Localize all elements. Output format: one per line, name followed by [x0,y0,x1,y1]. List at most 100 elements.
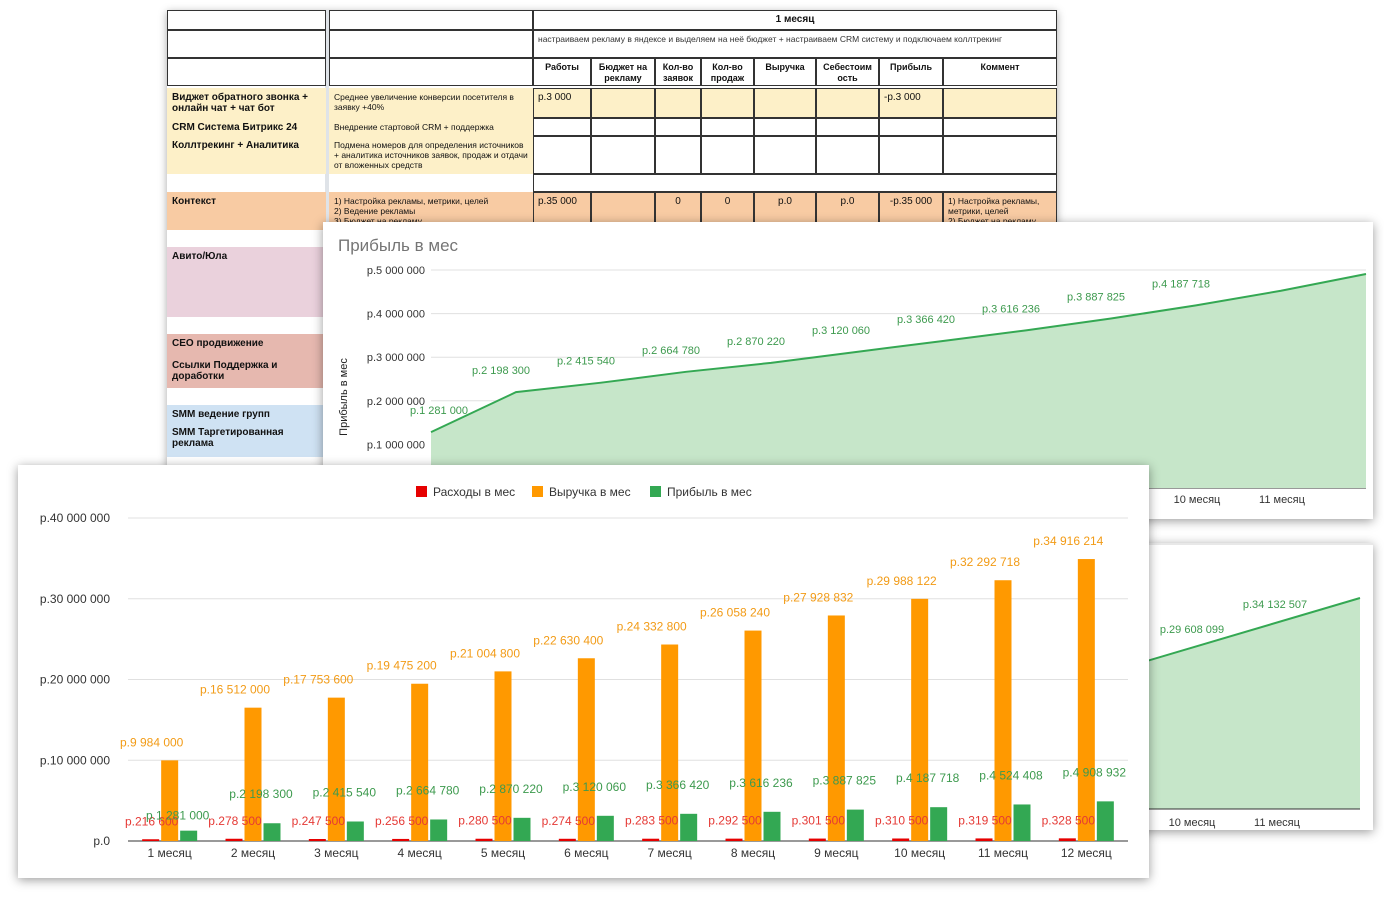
cell[interactable] [655,118,701,136]
bar-revenue [994,580,1012,841]
cell[interactable] [533,174,1057,192]
cell[interactable] [655,136,701,174]
row-name[interactable]: CRM Система Битрикс 24 [167,118,326,136]
bar-chart-panel[interactable]: Расходы в мес Выручка в мес Прибыль в мес р… [18,465,1149,878]
col-header-requests[interactable]: Кол-во заявок [655,58,701,86]
cell[interactable] [329,58,533,86]
data-label-expenses: р.301 500 [792,814,846,828]
bar-revenue [161,760,179,841]
cell[interactable] [533,118,591,136]
row-budget[interactable] [591,88,655,118]
data-label: р.3 887 825 [1067,291,1125,303]
bar-profit [346,821,364,841]
row-profit[interactable]: -р.3 000 [879,88,943,118]
data-label-revenue: р.9 984 000 [120,735,184,749]
x-tick-label: 10 месяц [1174,494,1221,506]
data-label-profit: р.2 664 780 [396,783,460,797]
row-revenue[interactable] [754,88,816,118]
bar-profit [846,809,864,841]
y-tick-label: р.30 000 000 [40,592,110,606]
row-name-avito[interactable]: Авито/Юла [167,247,326,317]
cell[interactable] [816,136,879,174]
y-axis-label: Прибыль в мес [338,358,350,436]
period-description[interactable]: настраиваем рекламу в яндексе и выделяем… [533,30,1057,58]
cell[interactable] [701,136,754,174]
cell[interactable] [816,118,879,136]
cell[interactable] [943,118,1057,136]
data-label-profit: р.1 281 000 [146,809,210,823]
row-name[interactable]: Виджет обратного звонка + онлайн чат + ч… [167,88,326,118]
data-label: р.4 187 718 [1152,278,1210,290]
cell[interactable] [701,118,754,136]
row-sales[interactable] [701,88,754,118]
col-header-comment[interactable]: Коммент [943,58,1057,86]
bar-revenue [411,683,429,841]
bar-expenses [1058,838,1076,841]
cell[interactable] [533,136,591,174]
x-tick-label: 11 месяц [1259,494,1306,506]
bar-expenses [392,838,410,841]
cell[interactable] [879,118,943,136]
bar-revenue [577,658,595,841]
data-label-revenue: р.16 512 000 [200,683,270,697]
row-comment[interactable] [943,88,1057,118]
row-name[interactable]: Контекст [167,192,326,230]
x-tick-label: 3 месяц [314,846,358,860]
cell[interactable] [879,136,943,174]
cell[interactable] [754,118,816,136]
row-desc[interactable]: Среднее увеличение конверсии посетителя … [329,88,533,118]
row-cost[interactable] [816,88,879,118]
data-label-profit: р.3 887 825 [813,774,877,788]
cell[interactable] [167,30,326,58]
profit-area-chart-2-panel[interactable]: р.29 608 099 р.34 132 507 10 месяц 11 месяц [1140,543,1373,830]
row-desc[interactable]: Внедрение стартовой CRM + поддержка [329,118,533,136]
bar-expenses [892,838,910,841]
bar-profit [180,830,198,841]
profit-area [1140,598,1360,809]
bar-chart: Расходы в мес Выручка в мес Прибыль в мес р… [40,485,1128,860]
row-name-seo[interactable]: СЕО продвижение [167,334,326,356]
profit-line [1140,597,1361,664]
cell[interactable] [754,136,816,174]
cell[interactable] [329,30,533,58]
bar-revenue [494,671,512,841]
data-label-profit: р.2 198 300 [229,787,293,801]
header-cell-empty[interactable] [167,10,326,30]
x-tick-label: 10 месяц [894,846,945,860]
bar-expenses [225,838,243,841]
row-name-smm-groups[interactable]: SMM ведение групп [167,405,326,423]
col-header-sales[interactable]: Кол-во продаж [701,58,754,86]
data-label-expenses: р.247 500 [292,814,346,828]
data-label-revenue: р.21 004 800 [450,646,520,660]
col-header-budget[interactable]: Бюджет на рекламу [591,58,655,86]
data-label-expenses: р.256 500 [375,814,429,828]
profit-line [430,272,1367,434]
cell[interactable] [591,118,655,136]
cell[interactable] [943,136,1057,174]
col-header-works[interactable]: Работы [533,58,591,86]
period-header[interactable]: 1 месяц [533,10,1057,30]
cell[interactable] [167,58,326,86]
y-tick-label: р.40 000 000 [40,511,110,525]
row-name-links[interactable]: Ссылки Поддержка и доработки [167,356,326,388]
bar-expenses [642,838,660,841]
row-name[interactable]: Коллтрекинг + Аналитика [167,136,326,174]
bar-revenue [1077,559,1095,841]
data-label: р.29 608 099 [1160,624,1224,636]
data-label: р.3 616 236 [982,303,1040,315]
bar-revenue [911,598,929,841]
bar-profit [596,815,614,841]
x-tick-label: 4 месяц [398,846,442,860]
col-header-profit[interactable]: Прибыль [879,58,943,86]
col-header-revenue[interactable]: Выручка [754,58,816,86]
row-name-smm-target[interactable]: SMM Таргетированная реклама [167,423,326,457]
data-label-profit: р.3 616 236 [729,776,793,790]
col-header-cost[interactable]: Себестоим ость [816,58,879,86]
legend-label: Расходы в мес [433,485,515,499]
row-desc[interactable]: Подмена номеров для определения источник… [329,136,533,174]
data-label-revenue: р.22 630 400 [533,633,603,647]
header-cell-empty[interactable] [329,10,533,30]
row-works[interactable]: р.3 000 [533,88,591,118]
cell[interactable] [591,136,655,174]
row-requests[interactable] [655,88,701,118]
